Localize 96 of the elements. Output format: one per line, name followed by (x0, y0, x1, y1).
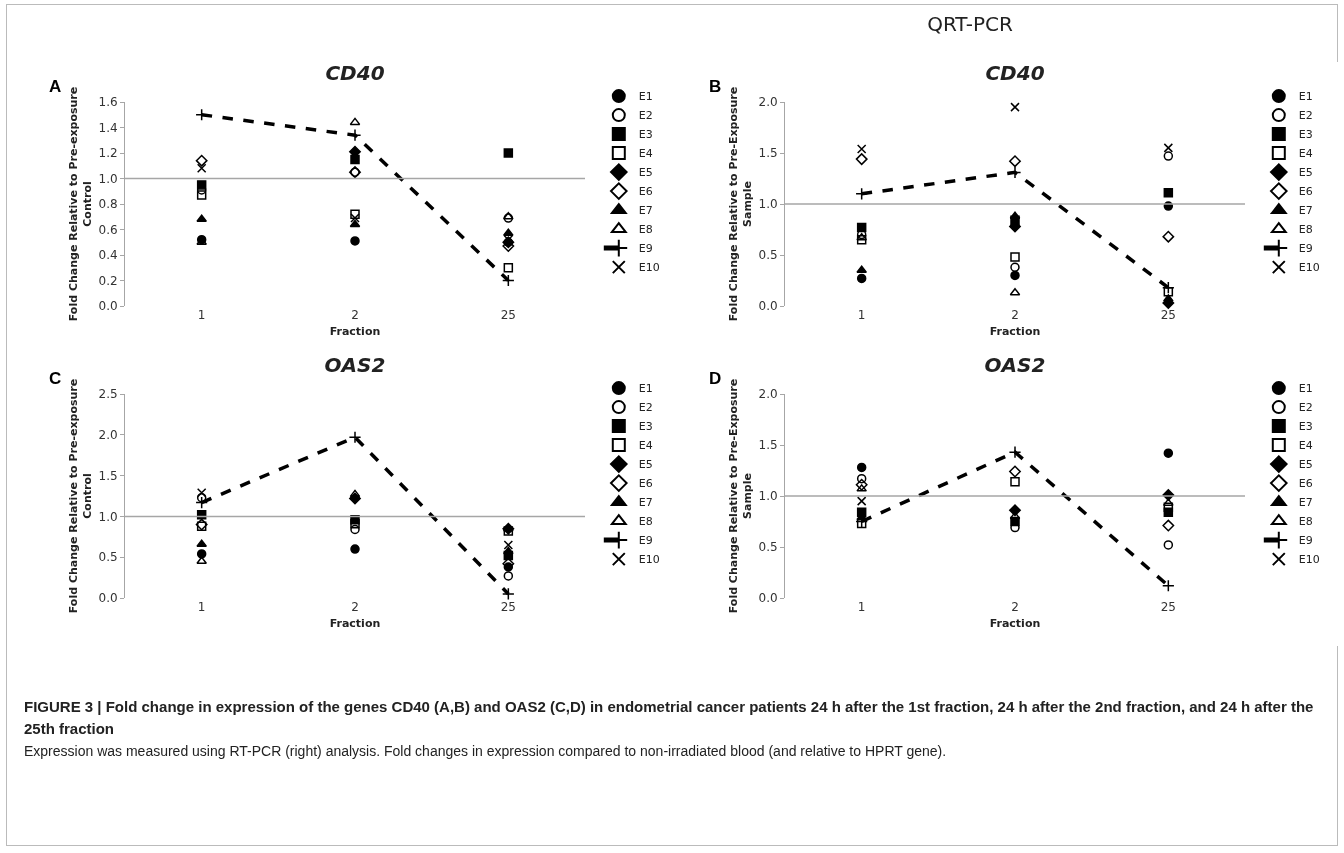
legend-label: E6 (638, 477, 653, 491)
y-tick-label: 0.8 (98, 197, 118, 212)
y-tick-label: 0.4 (98, 248, 118, 263)
legend-label: E10 (1298, 553, 1320, 567)
legend-label: E4 (1298, 147, 1313, 161)
x-tick-label: 2 (1011, 600, 1019, 614)
y-axis-title: Fold Change Relative to Pre-Exposure Sample (726, 86, 755, 322)
x-tick-label: 1 (857, 600, 866, 614)
y-tick-label: 0.5 (98, 550, 118, 565)
text: A (49, 77, 62, 96)
legend-label: E3 (1298, 420, 1313, 434)
y-axis-title: Fold Change Relative to Pre-Exposure Sample (726, 378, 755, 614)
legend-label: E2 (1298, 109, 1313, 123)
y-tick-label: 1.0 (758, 489, 778, 504)
legend-label: E8 (1298, 223, 1313, 237)
y-tick-label: 1.0 (98, 509, 118, 524)
y-tick-label: 2.0 (98, 428, 118, 442)
y-tick-label: 1.5 (758, 146, 778, 161)
legend-label: E2 (638, 109, 653, 123)
legend-label: E1 (638, 382, 653, 396)
legend-label: E2 (1298, 401, 1313, 415)
y-tick-label: 0.5 (758, 540, 778, 555)
legend-label: E7 (1298, 496, 1313, 510)
chart-title: OAS2 (984, 353, 1046, 378)
y-axis-title: Fold Change Relative to Pre-exposure Control (66, 86, 95, 322)
legend-label: E2 (638, 401, 653, 415)
legend-label: E5 (638, 458, 653, 472)
chart-title: CD40 (985, 61, 1045, 86)
y-axis-title: Fold Change Relative to Pre-exposure Control (66, 378, 95, 614)
x-axis-title: Fraction (989, 617, 1041, 631)
x-tick-label: 2 (351, 600, 359, 614)
x-tick-label: 25 (500, 600, 516, 614)
text: D (709, 369, 722, 388)
legend-label: E7 (1298, 204, 1313, 218)
x-tick-label: 2 (1011, 308, 1019, 322)
legend-label: E5 (638, 166, 653, 180)
legend-label: E9 (638, 534, 653, 548)
x-tick-label: 25 (1160, 308, 1176, 322)
x-tick-label: 2 (351, 308, 359, 322)
y-tick-label: 1.2 (98, 146, 118, 161)
chart-title: CD40 (325, 61, 385, 86)
legend-label: E1 (1298, 382, 1313, 396)
y-tick-label: 1.5 (758, 438, 778, 453)
y-tick-label: 1.0 (758, 197, 778, 212)
legend-label: E1 (638, 90, 653, 104)
x-axis-title: Fraction (329, 325, 381, 339)
x-tick-label: 25 (500, 308, 516, 322)
x-axis-title: Fraction (989, 325, 1041, 339)
x-tick-label: 1 (857, 308, 866, 322)
y-tick-label: 0.0 (98, 591, 118, 606)
y-tick-label: 0.0 (98, 299, 118, 314)
legend-label: E9 (1298, 242, 1313, 256)
text: B (709, 77, 722, 96)
legend-label: E4 (1298, 439, 1313, 453)
legend-label: E5 (1298, 458, 1313, 472)
legend-label: E8 (1298, 515, 1313, 529)
legend-label: E6 (1298, 185, 1313, 199)
legend-label: E1 (1298, 90, 1313, 104)
y-tick-label: 1.5 (98, 468, 118, 483)
y-tick-label: 2.0 (758, 387, 778, 402)
legend-label: E8 (638, 515, 653, 529)
legend-label: E8 (638, 223, 653, 237)
legend-label: E9 (638, 242, 653, 256)
legend-label: E4 (638, 439, 653, 453)
legend-label: E6 (1298, 477, 1313, 491)
legend-label: E6 (638, 185, 653, 199)
legend-label: E3 (638, 420, 653, 434)
y-tick-label: 2.5 (98, 387, 118, 402)
text: C (49, 369, 62, 388)
y-tick-label: 1.6 (98, 95, 118, 110)
legend-label: E9 (1298, 534, 1313, 548)
legend-label: E7 (638, 496, 653, 510)
legend-label: E10 (638, 261, 660, 275)
y-tick-label: 1.0 (98, 171, 118, 186)
chart-title: OAS2 (324, 353, 386, 378)
y-tick-label: 1.4 (98, 120, 118, 135)
caption: FIGURE 3 | Fold change in expression of the genes CD40 (A,B) and OAS2 (C,D) in endometrial cancer patients 24 h after the 1st fraction, 24 h after the 2nd fraction, and 24 h after the 25th fraction (24, 698, 1314, 737)
legend-label: E3 (638, 128, 653, 142)
legend-label: E3 (1298, 128, 1313, 142)
x-tick-label: 25 (1160, 600, 1176, 614)
text: QRT-PCR (926, 12, 1014, 36)
x-tick-label: 1 (197, 600, 206, 614)
x-axis-title: Fraction (329, 617, 381, 631)
y-tick-label: 0.5 (758, 248, 778, 263)
y-tick-label: 0.0 (758, 591, 778, 606)
legend-label: E10 (638, 553, 660, 567)
y-tick-label: 2.0 (758, 95, 778, 110)
legend-label: E4 (638, 147, 653, 161)
legend-label: E5 (1298, 166, 1313, 180)
y-tick-label: 0.0 (758, 299, 778, 314)
legend-label: E7 (638, 204, 653, 218)
text: Expression was measured using RT-PCR (right) analysis. Fold changes in expression compared to non-irradiated blood (and relative to HPRT gene). (24, 742, 948, 761)
x-tick-label: 1 (197, 308, 206, 322)
legend-label: E10 (1298, 261, 1320, 275)
y-tick-label: 0.2 (98, 273, 118, 288)
y-tick-label: 0.6 (98, 222, 118, 237)
